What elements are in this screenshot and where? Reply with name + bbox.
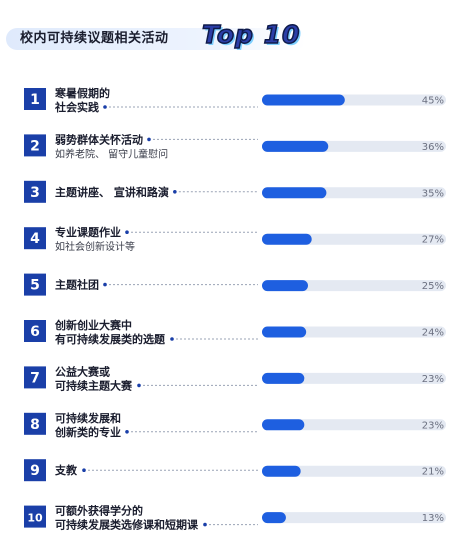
category-label-line1: 可额外获得学分的	[55, 504, 143, 518]
rank-number: 10	[27, 512, 43, 525]
rank-number: 7	[30, 370, 40, 386]
category-label-line1: 主题讲座、 宣讲和路演	[55, 185, 169, 199]
leader-dot	[203, 522, 207, 527]
category-label-line2: 社会实践	[54, 100, 99, 114]
bar-fill	[262, 94, 345, 106]
rank-number: 5	[30, 278, 40, 294]
bar-track	[262, 326, 446, 338]
rank-number-box	[24, 366, 46, 389]
bar-track	[262, 419, 446, 431]
rank-number: 9	[30, 463, 40, 479]
category-label-line2: 如社会创新设计等	[55, 240, 135, 253]
leader-dot	[125, 230, 129, 234]
leader-dot	[82, 468, 86, 473]
category-label-line2: 有可持续发展类的选题	[55, 332, 166, 346]
rank-number-box	[24, 88, 46, 110]
category-label-line2: 可持续发展类选修课和短期课	[55, 518, 199, 532]
leader-dot	[170, 337, 174, 341]
bar-track	[262, 372, 446, 384]
top-10-badge: Top 10	[201, 19, 301, 50]
bar-fill	[262, 512, 286, 524]
chart-title: 校内可持续议题相关活动	[20, 31, 169, 46]
bar-value-label: 21%	[422, 467, 444, 478]
leader-dot	[137, 383, 141, 388]
category-label-line1: 支教	[54, 463, 78, 477]
leader-dot	[103, 105, 107, 109]
rank-number: 4	[30, 231, 40, 247]
leader-dot	[147, 137, 151, 142]
bar-track	[262, 512, 446, 524]
bar-fill	[262, 280, 308, 292]
category-label-line1: 弱势群体关怀活动	[55, 132, 143, 146]
bar-value-label: 23%	[422, 420, 444, 431]
rank-number-box	[24, 134, 46, 157]
leader-dot	[125, 430, 129, 434]
category-label-line1: 寒暑假期的	[54, 86, 110, 100]
bar-value-label: 27%	[422, 235, 444, 246]
rank-number-box	[24, 320, 46, 342]
bar-fill	[262, 419, 305, 431]
bar-value-label: 13%	[422, 513, 444, 524]
category-label-line2: 如养老院、 留守儿童慰问	[55, 147, 168, 160]
leader-dot	[173, 190, 177, 194]
chart-header: 校内可持续议题相关活动 Top 10	[6, 19, 326, 54]
category-label-line2: 可持续主题大赛	[55, 378, 133, 392]
rank-number: 6	[30, 324, 40, 340]
bar-value-label: 25%	[422, 281, 444, 292]
category-label-line1: 主题社团	[55, 278, 99, 292]
bar-fill	[262, 465, 301, 477]
rank-number-box	[24, 505, 46, 528]
bar-value-label: 45%	[422, 96, 444, 107]
bar-value-label: 35%	[422, 188, 444, 199]
rank-number-box	[24, 412, 46, 435]
category-label-line1: 专业课题作业	[55, 225, 121, 239]
category-label-line1: 创新创业大赛中	[54, 318, 132, 332]
rank-number: 8	[30, 417, 40, 433]
bar-fill	[262, 140, 329, 152]
rank-number: 3	[30, 185, 40, 201]
rank-number-box	[24, 273, 46, 296]
bar-fill	[262, 233, 312, 245]
leader-dot	[103, 282, 107, 287]
category-label-line2: 创新类的专业	[54, 425, 121, 439]
rank-number-box	[24, 227, 46, 250]
rank-number: 2	[30, 138, 40, 154]
rank-number-box	[24, 180, 46, 203]
bar-track	[262, 465, 446, 477]
bar-fill	[262, 187, 327, 199]
bar-value-label: 24%	[422, 328, 444, 339]
bar-value-label: 23%	[422, 374, 444, 385]
header-background	[6, 28, 306, 50]
category-label-line1: 公益大赛或	[55, 364, 110, 378]
rank-number-box	[24, 459, 46, 482]
bar-value-label: 36%	[422, 142, 444, 153]
bar-track	[262, 280, 446, 292]
rank-number: 1	[30, 92, 40, 108]
bar-fill	[262, 372, 305, 384]
category-label-line1: 可持续发展和	[55, 411, 121, 425]
bar-fill	[262, 326, 307, 338]
